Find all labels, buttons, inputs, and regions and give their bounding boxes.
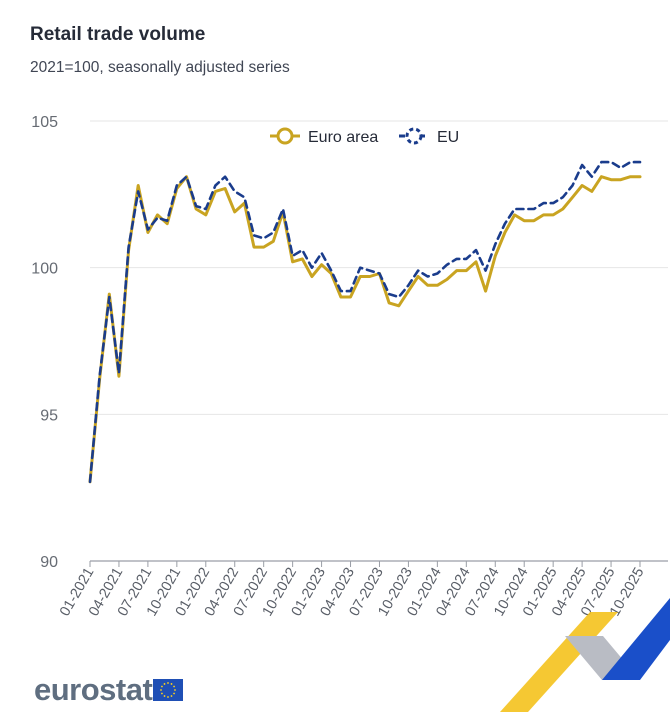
y-tick-label: 105 xyxy=(31,114,58,131)
logo-text: eurostat xyxy=(34,672,153,707)
flag-star xyxy=(173,685,176,688)
series-line-euro-area[interactable] xyxy=(88,175,642,484)
y-tick-label: 90 xyxy=(40,554,58,571)
flag-star xyxy=(163,683,166,685)
flag-star xyxy=(170,683,173,685)
y-tick-label: 100 xyxy=(31,261,58,278)
eurostat-logo: eurostat xyxy=(34,672,184,708)
chart-subtitle: 2021=100, seasonally adjusted series xyxy=(30,59,290,76)
x-axis: 01-202104-202107-202110-202101-202204-20… xyxy=(57,561,647,619)
series-lines xyxy=(88,160,642,484)
chart-title: Retail trade volume xyxy=(30,24,206,45)
y-axis-ticks: 90 95 100 105 xyxy=(31,114,58,571)
y-tick-label: 95 xyxy=(40,407,58,424)
legend-label-eu: EU xyxy=(437,129,459,146)
flag-star xyxy=(161,685,164,688)
legend-item-eu[interactable]: EU xyxy=(399,127,459,146)
flag-star xyxy=(163,695,166,697)
eu-flag-icon xyxy=(153,679,184,701)
flag-star xyxy=(160,689,163,691)
flag-star xyxy=(167,682,170,684)
series-line-eu[interactable] xyxy=(88,160,642,484)
legend: Euro area EU xyxy=(270,127,459,146)
flag-star xyxy=(170,695,173,697)
flag-star xyxy=(167,696,170,698)
flag-star xyxy=(161,692,164,695)
legend-label-euro-area: Euro area xyxy=(308,129,378,146)
flag-star xyxy=(174,689,177,691)
legend-item-euro-area[interactable]: Euro area xyxy=(270,127,378,146)
flag-star xyxy=(173,692,176,695)
